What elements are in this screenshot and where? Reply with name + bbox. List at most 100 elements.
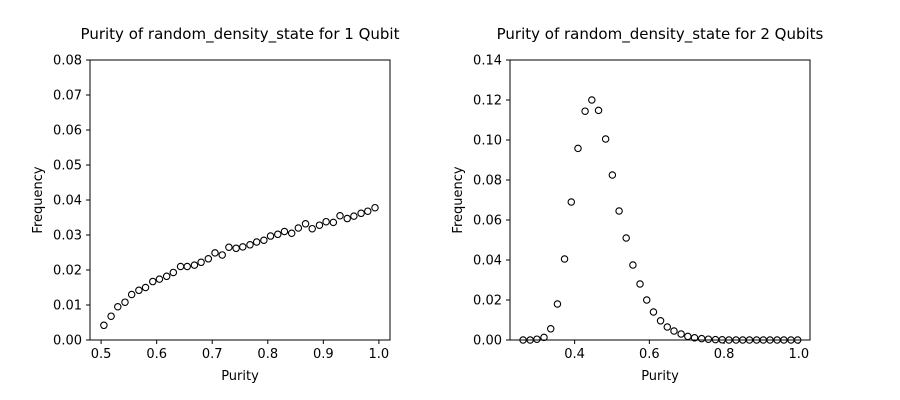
- y-tick-label: 0.04: [53, 194, 82, 209]
- y-tick-label: 0.08: [473, 174, 502, 189]
- chart-panel-1-qubit: Purity of random_density_state for 1 Qub…: [31, 25, 400, 384]
- data-points: [519, 96, 802, 344]
- x-tick-label: 0.6: [146, 347, 167, 362]
- axis-ticks: 0.5 0.6 0.7 0.8 0.9 1.0 0.00 0.01 0.02 0.03 0.04 0.…: [53, 54, 389, 363]
- data-point: [280, 227, 289, 236]
- data-point: [567, 198, 576, 206]
- y-tick-label: 0.05: [53, 159, 82, 174]
- data-point: [308, 224, 316, 233]
- data-point: [670, 327, 678, 335]
- data-point: [574, 144, 582, 153]
- data-point: [690, 334, 699, 342]
- x-tick-label: 0.5: [91, 347, 112, 362]
- data-point: [322, 217, 330, 226]
- data-point: [197, 258, 205, 267]
- y-tick-label: 0.01: [53, 299, 82, 314]
- data-point: [260, 236, 268, 245]
- data-point: [343, 214, 351, 223]
- y-tick-label: 0.02: [473, 294, 502, 309]
- data-point: [190, 261, 199, 269]
- x-tick-label: 1.0: [369, 347, 390, 362]
- data-point: [204, 255, 213, 263]
- data-point: [176, 262, 185, 271]
- data-point: [615, 207, 623, 215]
- y-tick-label: 0.06: [473, 214, 502, 229]
- x-tick-label: 0.8: [257, 347, 278, 362]
- data-point: [162, 272, 171, 281]
- data-point: [225, 243, 233, 252]
- data-point: [663, 323, 672, 331]
- data-point: [246, 241, 254, 249]
- plot-frame: [509, 59, 811, 341]
- data-point: [656, 317, 665, 325]
- data-point: [533, 335, 541, 343]
- data-point: [155, 275, 164, 283]
- data-point: [636, 280, 644, 288]
- data-point: [266, 232, 275, 240]
- axis-ticks: 0.4 0.6 0.8 1.0 0.00 0.02 0.04 0.06 0.08 0.10 0.12…: [473, 54, 809, 363]
- x-tick-label: 0.8: [714, 347, 735, 362]
- data-point: [211, 249, 219, 257]
- x-tick-label: 0.7: [202, 347, 223, 362]
- y-tick-label: 0.14: [473, 54, 502, 69]
- data-point: [677, 330, 685, 338]
- data-point: [697, 334, 706, 343]
- data-point: [114, 302, 122, 311]
- data-point: [121, 298, 129, 306]
- data-point: [704, 335, 713, 343]
- data-point: [232, 244, 240, 253]
- data-point: [252, 238, 261, 246]
- plot-frame: [89, 59, 391, 341]
- y-tick-label: 0.06: [53, 124, 82, 139]
- x-axis-label: Purity: [221, 369, 259, 384]
- data-point: [357, 209, 365, 218]
- y-tick-label: 0.00: [53, 334, 82, 349]
- y-tick-label: 0.00: [473, 334, 502, 349]
- y-axis-label: Frequency: [31, 166, 46, 233]
- data-point: [629, 261, 637, 269]
- data-points: [100, 203, 379, 330]
- x-tick-label: 1.0: [788, 347, 809, 362]
- data-point: [588, 96, 596, 104]
- data-point: [350, 212, 358, 220]
- chart-panel-2-qubits: Purity of random_density_state for 2 Qub…: [451, 25, 824, 384]
- data-point: [622, 234, 630, 242]
- data-point: [287, 229, 296, 238]
- data-point: [329, 218, 338, 227]
- data-point: [336, 212, 344, 220]
- y-tick-label: 0.10: [473, 134, 502, 149]
- data-point: [684, 332, 692, 341]
- y-tick-label: 0.04: [473, 254, 502, 269]
- y-axis-label: Frequency: [451, 166, 466, 233]
- chart-title: Purity of random_density_state for 1 Qub…: [81, 25, 400, 44]
- data-point: [294, 224, 303, 232]
- y-tick-label: 0.12: [473, 94, 502, 109]
- data-point: [127, 290, 136, 299]
- data-point: [371, 203, 379, 212]
- x-tick-label: 0.4: [564, 347, 585, 362]
- y-tick-label: 0.03: [53, 229, 82, 244]
- y-tick-label: 0.07: [53, 89, 82, 104]
- data-point: [546, 325, 555, 333]
- x-tick-label: 0.9: [313, 347, 334, 362]
- y-tick-label: 0.08: [53, 54, 82, 69]
- x-tick-label: 0.6: [639, 347, 660, 362]
- data-point: [601, 135, 610, 143]
- data-point: [553, 300, 562, 308]
- chart-title: Purity of random_density_state for 2 Qub…: [497, 25, 824, 44]
- data-point: [218, 251, 226, 259]
- data-point: [183, 262, 191, 271]
- data-point: [301, 220, 310, 228]
- data-point: [315, 221, 324, 229]
- data-point: [649, 308, 658, 316]
- data-point: [608, 171, 617, 179]
- data-point: [594, 106, 603, 115]
- data-point: [100, 321, 108, 330]
- data-point: [364, 207, 372, 215]
- data-point: [540, 333, 548, 342]
- data-point: [560, 255, 569, 263]
- y-tick-label: 0.02: [53, 264, 82, 279]
- data-point: [141, 283, 150, 292]
- data-point: [135, 286, 143, 295]
